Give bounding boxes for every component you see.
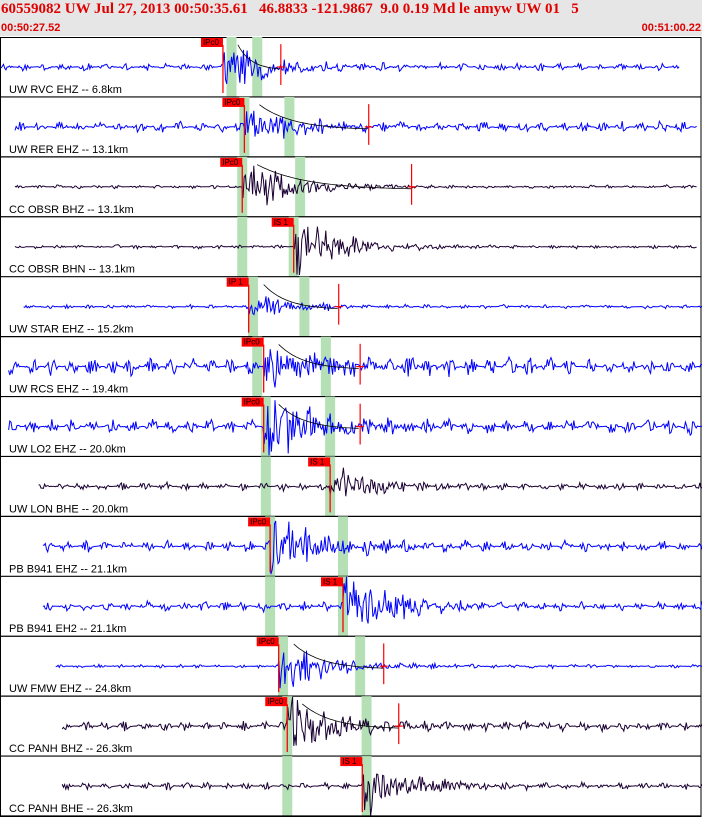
trace-label: UW FMW EHZ -- 24.8km	[9, 683, 131, 695]
trace-label: CC PANH BHE -- 26.3km	[9, 803, 133, 815]
time-window-band	[282, 756, 293, 816]
trace-row: IS 1 CC PANH BHE -- 26.3km	[0, 756, 702, 817]
pick-label-box	[241, 337, 264, 347]
pick-label: IS 1	[310, 457, 325, 466]
pick-label-box	[271, 217, 294, 227]
window-end-time: 00:51:00.22	[641, 22, 701, 34]
time-window-band	[299, 276, 310, 337]
pick-label: IPc0	[250, 517, 267, 526]
pick-label: IS 1	[342, 757, 357, 766]
waveform	[14, 165, 697, 206]
time-window-band	[260, 456, 271, 517]
time-window-band	[320, 336, 331, 397]
trace-label: CC PANH BHZ -- 26.3km	[9, 743, 132, 755]
pick-label: IS 1	[323, 577, 338, 586]
pick-label: IPc0	[244, 398, 261, 407]
coda-envelope	[259, 104, 368, 130]
waveform	[42, 520, 702, 575]
trace-row: IPc0 UW RVC EHZ -- 6.8km	[0, 37, 701, 98]
waveform	[61, 773, 702, 816]
pick-label-box	[308, 457, 331, 467]
pick-label-box	[256, 637, 279, 647]
time-window-band	[260, 396, 271, 457]
trace-label: PB B941 EH2 -- 21.1km	[9, 623, 126, 635]
pick-label: IPc0	[222, 158, 239, 167]
trace-label: UW RVC EHZ -- 6.8km	[9, 84, 122, 96]
waveform	[14, 226, 697, 276]
trace-row: IS 1 PB B941 EH2 -- 21.1km	[0, 576, 702, 637]
coda-envelope	[293, 643, 384, 669]
trace-label: CC OBSR BHZ -- 13.1km	[9, 204, 134, 216]
trace-label: PB B941 EHZ -- 21.1km	[9, 563, 127, 575]
pick-label-box	[320, 577, 343, 587]
trace-row: IPc0 UW RER EHZ -- 13.1km	[0, 96, 701, 158]
event-header: 60559082 UW Jul 27, 2013 00:50:35.61 46.…	[0, 0, 702, 36]
coda-envelope	[257, 164, 412, 190]
pick-label: IPc0	[259, 637, 276, 646]
pick-label-box	[248, 517, 271, 527]
trace-row: IS 1 CC OBSR BHN -- 13.1km	[0, 216, 701, 278]
waveform	[23, 296, 702, 316]
time-window-band	[277, 636, 288, 697]
time-window-band	[295, 156, 306, 217]
pick-label-box	[241, 397, 264, 407]
trace-row: IP 1 UW STAR EHZ -- 15.2km	[0, 276, 702, 338]
coda-envelope	[278, 404, 359, 429]
time-window-band	[247, 276, 258, 337]
pick-label: IPc0	[244, 338, 261, 347]
time-window-band	[355, 636, 366, 697]
pick-label-box	[226, 277, 249, 287]
window-start-time: 00:50:27.52	[1, 22, 61, 34]
waveform	[14, 110, 697, 139]
trace-label: UW RCS EHZ -- 19.4km	[9, 384, 128, 396]
coda-envelope	[278, 344, 359, 369]
trace-row: IPc0 PB B941 EHZ -- 21.1km	[0, 516, 702, 577]
waveform	[38, 467, 702, 497]
trace-row: IPc0 UW FMW EHZ -- 24.8km	[0, 636, 702, 697]
pick-label-box	[340, 757, 363, 767]
time-window-band	[226, 37, 237, 97]
trace-row: IPc0 CC OBSR BHZ -- 13.1km	[0, 156, 701, 218]
pick-label: IP 1	[229, 278, 244, 287]
pick-label-box	[220, 157, 243, 167]
waveform	[55, 650, 702, 689]
waveform	[8, 400, 702, 456]
trace-label: UW RER EHZ -- 13.1km	[9, 144, 128, 156]
event-title: 60559082 UW Jul 27, 2013 00:50:35.61 46.…	[1, 1, 579, 17]
trace-label: UW STAR EHZ -- 15.2km	[9, 324, 133, 336]
trace-row: IS 1 UW LON BHE -- 20.0km	[0, 456, 702, 517]
coda-envelope	[302, 703, 399, 729]
trace-row: IPc0 UW RCS EHZ -- 19.4km	[0, 336, 702, 398]
pick-label: IPc0	[224, 98, 241, 107]
pick-label-box	[265, 697, 288, 707]
trace-label: UW LON BHE -- 20.0km	[9, 503, 128, 515]
pick-label: IPc0	[267, 697, 284, 706]
time-window-band	[284, 96, 295, 157]
pick-label-box	[222, 97, 245, 107]
time-window-band	[361, 756, 372, 816]
trace-label: CC OBSR BHN -- 13.1km	[9, 264, 135, 276]
coda-envelope	[237, 44, 280, 70]
pick-label: IPc0	[203, 38, 220, 47]
waveform	[61, 696, 702, 746]
waveform	[42, 576, 702, 624]
time-window-band	[265, 576, 276, 637]
trace-row: IPc0 UW LO2 EHZ -- 20.0km	[0, 396, 702, 458]
waveform	[0, 49, 680, 85]
pick-label: IS 1	[274, 218, 289, 227]
waveform	[8, 349, 702, 388]
coda-envelope	[263, 284, 338, 309]
trace-row: IPc0 CC PANH BHZ -- 26.3km	[0, 696, 702, 757]
pick-label-box	[200, 38, 223, 47]
trace-label: UW LO2 EHZ -- 20.0km	[9, 443, 126, 455]
